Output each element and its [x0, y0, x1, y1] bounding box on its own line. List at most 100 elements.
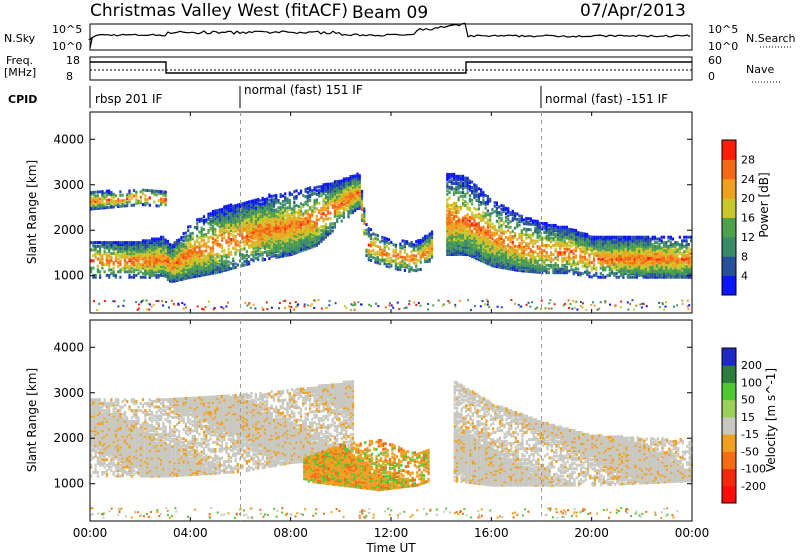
heatmap-cell [209, 248, 212, 252]
heatmap-cell [390, 240, 393, 244]
heatmap-cell [489, 234, 492, 238]
heatmap-cell [193, 275, 196, 279]
heatmap-cell [189, 237, 192, 241]
heatmap-cell [236, 239, 239, 243]
heatmap-cell [516, 257, 519, 261]
heatmap-cell [624, 266, 627, 270]
heatmap-cell [268, 202, 271, 206]
heatmap-cell [126, 264, 129, 268]
heatmap-cell [518, 265, 521, 269]
heatmap-cell [406, 254, 409, 258]
heatmap-cell [556, 258, 559, 262]
heatmap-cell [162, 264, 165, 268]
heatmap-cell [245, 233, 248, 237]
heatmap-cell [151, 191, 154, 195]
heatmap-cell [468, 197, 471, 201]
heatmap-cell [198, 254, 201, 258]
heatmap-cell [631, 270, 634, 274]
heatmap-cell [534, 250, 537, 254]
heatmap-cell [626, 248, 629, 252]
heatmap-cell [232, 221, 235, 225]
heatmap-cell [290, 234, 294, 238]
heatmap-cell [175, 244, 178, 248]
heatmap-cell [579, 235, 582, 239]
heatmap-cell [268, 227, 271, 231]
heatmap-cell [329, 191, 332, 195]
heatmap-cell [108, 241, 111, 245]
heatmap-cell [245, 221, 248, 225]
heatmap-cell [428, 245, 431, 249]
heatmap-cell [245, 201, 248, 205]
heatmap-cell [493, 204, 496, 208]
heatmap-cell [480, 241, 483, 244]
heatmap-cell [272, 247, 276, 251]
heatmap-cell [302, 245, 305, 249]
heatmap-cell [103, 270, 106, 274]
heatmap-cell [356, 190, 359, 194]
heatmap-cell [277, 217, 280, 221]
heatmap-cell [430, 230, 434, 234]
cpid-segment-2: normal (fast) -151 IF [545, 92, 668, 106]
heatmap-cell [464, 238, 467, 242]
heatmap-cell [354, 207, 357, 211]
heatmap-cell [622, 255, 625, 259]
heatmap-cell [550, 223, 553, 227]
heatmap-cell [459, 180, 462, 184]
heatmap-cell [579, 242, 582, 246]
heatmap-cell [151, 241, 154, 245]
heatmap-cell [338, 197, 341, 201]
heatmap-cell [633, 272, 636, 276]
heatmap-cell [536, 228, 539, 232]
heatmap-cell [254, 240, 257, 244]
heatmap-cell [475, 240, 478, 244]
heatmap-cell [383, 245, 386, 249]
heatmap-cell [588, 235, 591, 239]
heatmap-cell [511, 213, 514, 217]
heatmap-cell [495, 252, 498, 256]
heatmap-cell [457, 247, 460, 251]
heatmap-cell [624, 244, 627, 248]
heatmap-cell [311, 220, 314, 223]
heatmap-cell [565, 262, 568, 266]
heatmap-cell [493, 241, 496, 245]
heatmap-cell [90, 248, 93, 252]
heatmap-cell [532, 264, 535, 268]
heatmap-cell [563, 231, 566, 235]
heatmap-cell [333, 214, 336, 218]
heatmap-cell [211, 271, 215, 275]
heatmap-cell [128, 259, 131, 263]
heatmap-cell [410, 266, 413, 270]
heatmap-cell [257, 221, 260, 225]
heatmap-cell [266, 226, 269, 230]
heatmap-cell [279, 233, 282, 237]
heatmap-cell [311, 209, 314, 213]
heatmap-cell [272, 201, 276, 205]
heatmap-cell [620, 250, 623, 254]
heatmap-cell [304, 202, 307, 206]
heatmap-cell [459, 194, 462, 198]
heatmap-cell [624, 255, 627, 259]
heatmap-cell [410, 255, 413, 259]
heatmap-cell [629, 270, 632, 274]
heatmap-cell [230, 209, 233, 212]
heatmap-cell [311, 243, 314, 247]
heatmap-cell [227, 209, 230, 213]
heatmap-cell [629, 244, 632, 248]
heatmap-cell [522, 251, 526, 255]
heatmap-cell [459, 227, 462, 231]
heatmap-cell [462, 236, 465, 240]
heatmap-cell [297, 221, 300, 225]
heatmap-cell [509, 245, 512, 249]
heatmap-cell [239, 213, 242, 217]
heatmap-cell [507, 259, 510, 263]
heatmap-cell [536, 219, 539, 223]
heatmap-cell [509, 258, 512, 262]
heatmap-cell [236, 243, 239, 247]
heatmap-cell [541, 225, 544, 229]
heatmap-cell [448, 218, 451, 222]
heatmap-cell [286, 213, 289, 217]
heatmap-cell [592, 264, 596, 268]
heatmap-cell [187, 267, 190, 271]
heatmap-cell [498, 245, 501, 249]
heatmap-cell [306, 232, 309, 236]
